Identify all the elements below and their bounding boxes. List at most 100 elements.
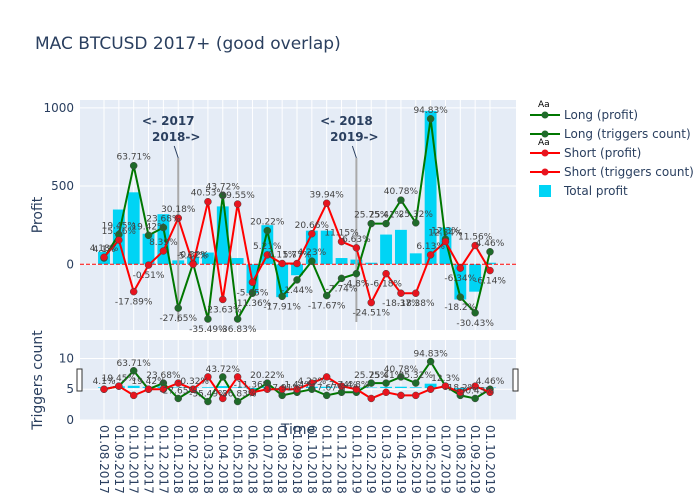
total-profit-bar bbox=[291, 264, 303, 276]
data-label: -36.83% bbox=[219, 325, 257, 335]
annotation-arrow bbox=[351, 145, 357, 159]
data-label: -18.37% bbox=[382, 299, 420, 309]
x-axis-title: Time bbox=[280, 422, 315, 438]
short-triggers-marker bbox=[441, 382, 450, 390]
x-tick-label: 01.08.2019 bbox=[453, 425, 467, 494]
long-profit-marker bbox=[293, 276, 301, 284]
legend-item[interactable]: Short (profit) bbox=[530, 146, 641, 160]
data-label-trig: -35.49% bbox=[189, 390, 227, 400]
short-triggers-marker bbox=[456, 388, 465, 397]
total-profit-bar bbox=[484, 262, 496, 265]
total-profit-bar-trig bbox=[380, 386, 393, 388]
range-handle-left[interactable] bbox=[76, 368, 83, 392]
short-profit-marker bbox=[308, 230, 316, 238]
short-profit-marker bbox=[115, 236, 123, 244]
data-label: -0.51% bbox=[133, 271, 165, 281]
data-label: 4.46% bbox=[476, 239, 505, 249]
short-triggers-marker bbox=[219, 394, 227, 403]
y-tick-label-profit: 0 bbox=[66, 257, 74, 271]
data-label: 19.45% bbox=[102, 222, 137, 232]
short-triggers-marker bbox=[100, 385, 108, 393]
legend-item[interactable]: Total profit bbox=[539, 184, 628, 198]
total-profit-bar bbox=[469, 264, 482, 292]
data-label: -18.2% bbox=[444, 303, 476, 313]
short-triggers-marker bbox=[204, 373, 212, 381]
total-profit-bar-trig bbox=[320, 386, 333, 388]
short-profit-marker bbox=[293, 259, 301, 268]
range-handles[interactable] bbox=[76, 368, 519, 392]
legend-label: Short (profit) bbox=[564, 146, 641, 160]
short-profit-marker bbox=[456, 264, 465, 272]
x-tick-label: 01.02.2018 bbox=[186, 425, 200, 494]
data-label-trig: 19.42% bbox=[131, 377, 166, 387]
legend-item[interactable]: Long (profit) bbox=[530, 108, 638, 122]
short-profit-marker bbox=[144, 261, 153, 269]
data-label: 19.42% bbox=[131, 222, 166, 232]
short-triggers-marker bbox=[248, 388, 257, 397]
legend-item[interactable]: Short (triggers count) bbox=[530, 165, 694, 179]
data-label: 25.32% bbox=[399, 210, 434, 220]
legend-textpos-glyph: Aa bbox=[538, 100, 550, 110]
data-label: -7.74% bbox=[326, 284, 358, 294]
data-labels: 4.1%19.45%63.71%19.42%23.68%-27.65%-0.32… bbox=[90, 106, 507, 400]
long-triggers-marker bbox=[426, 357, 435, 366]
data-label: 0.11% bbox=[268, 251, 297, 261]
long-profit-marker bbox=[144, 231, 153, 240]
long-triggers-marker bbox=[219, 373, 227, 381]
data-label: 20.22% bbox=[250, 218, 285, 228]
short-triggers-marker bbox=[322, 373, 331, 381]
long-profit-marker bbox=[159, 223, 168, 232]
data-label-trig: 19.45% bbox=[102, 374, 137, 384]
x-tick-label: 01.05.2019 bbox=[409, 425, 423, 494]
short-profit-marker bbox=[367, 298, 375, 307]
data-label: 30.18% bbox=[161, 205, 196, 215]
x-tick-label: 01.07.2018 bbox=[260, 425, 274, 494]
short-profit-marker bbox=[204, 197, 212, 206]
data-label-trig: 40.78% bbox=[384, 365, 419, 375]
annotation-line2: 2018-> bbox=[152, 130, 200, 144]
data-label-trig: 25.41% bbox=[369, 371, 404, 381]
data-label-trig: 20.22% bbox=[250, 371, 285, 381]
range-handle-right[interactable] bbox=[512, 368, 519, 392]
short-profit-marker bbox=[486, 266, 494, 275]
x-tick-label: 01.04.2018 bbox=[216, 425, 230, 494]
short-triggers-marker bbox=[308, 379, 316, 387]
legend-swatch bbox=[539, 185, 551, 197]
annotation-line2: 2019-> bbox=[330, 130, 378, 144]
long-triggers-marker bbox=[367, 379, 375, 387]
y-tick-label-triggers: 5 bbox=[66, 382, 74, 396]
short-profit-marker bbox=[322, 199, 331, 208]
long-profit-marker bbox=[248, 289, 257, 297]
data-label-trig: 4.23% bbox=[298, 377, 327, 387]
data-label: 6.13% bbox=[416, 242, 445, 252]
data-label: -30.43% bbox=[456, 319, 494, 329]
short-triggers-marker bbox=[337, 382, 346, 390]
long-profit-marker bbox=[412, 219, 420, 227]
long-profit-marker bbox=[352, 269, 361, 278]
short-triggers-marker bbox=[174, 379, 182, 387]
long-profit-marker bbox=[278, 292, 286, 301]
data-label: 40.78% bbox=[384, 187, 419, 197]
y-tick-label-profit: 500 bbox=[51, 179, 74, 193]
long-triggers-marker bbox=[174, 394, 182, 403]
annotations: <- 2017 2018-> <- 2018 2019-> bbox=[142, 114, 379, 159]
data-label: 43.72% bbox=[206, 182, 241, 192]
data-label-trig: -36.83% bbox=[219, 390, 257, 400]
annotation-line1: <- 2017 bbox=[142, 114, 195, 128]
data-label-trig: -7.74% bbox=[326, 380, 358, 390]
short-profit-marker bbox=[263, 251, 272, 259]
legend[interactable]: Aa Long (profit) Long (triggers count) Aa Sh… bbox=[530, 100, 694, 198]
short-triggers-marker bbox=[412, 391, 420, 400]
data-label-trig: 94.83% bbox=[413, 350, 448, 360]
short-triggers-marker bbox=[189, 385, 197, 393]
data-label: 5.21% bbox=[253, 242, 282, 252]
legend-item[interactable]: Long (triggers count) bbox=[530, 127, 691, 141]
long-triggers-marker bbox=[322, 391, 331, 400]
long-triggers-marker bbox=[382, 379, 390, 387]
data-label-trig: -27.65% bbox=[159, 386, 197, 396]
long-profit-marker bbox=[367, 219, 375, 228]
x-tick-label: 01.02.2019 bbox=[364, 425, 378, 494]
long-triggers-marker bbox=[233, 397, 242, 406]
x-tick-label: 01.11.2017 bbox=[142, 425, 156, 494]
